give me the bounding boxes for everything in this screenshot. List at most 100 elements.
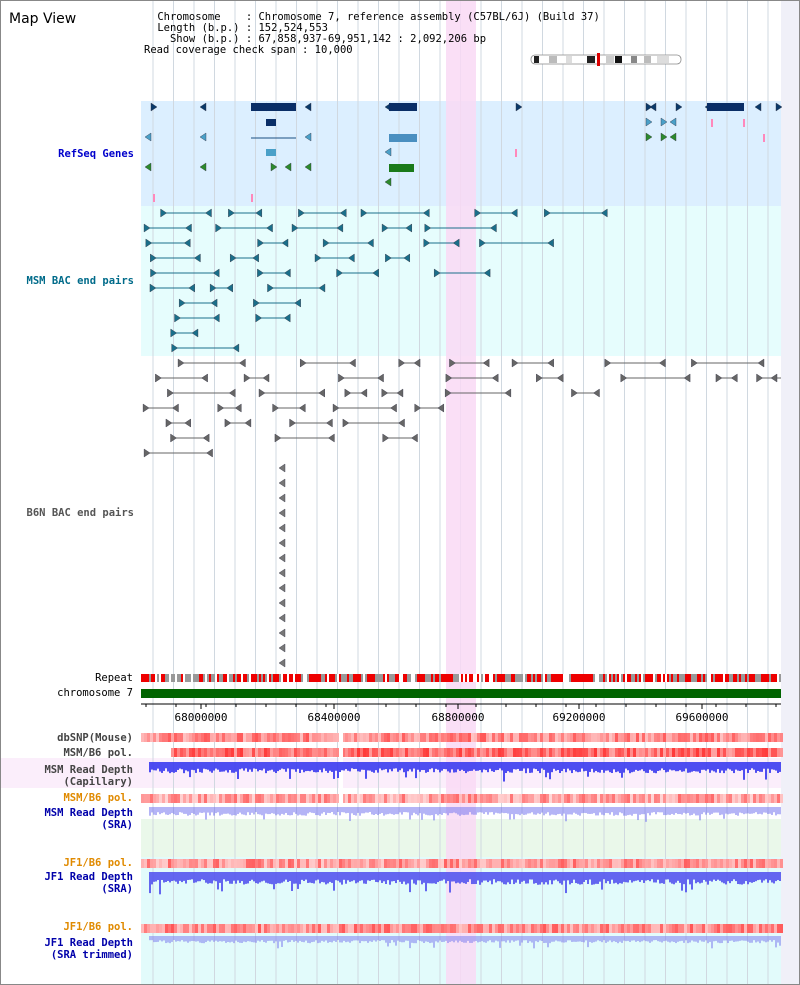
repeat-segment xyxy=(447,674,449,682)
capillary-depth-bar xyxy=(245,762,247,769)
jf1-sra-depth-bar xyxy=(637,872,639,881)
msm-sra-depth-bar xyxy=(357,807,359,813)
dbsnp-cell xyxy=(240,733,243,742)
track-label-jf1-depth-trimmed[interactable]: JF1 Read Depth (SRA trimmed) xyxy=(44,937,133,961)
jf1-pol-cell xyxy=(747,859,750,868)
b6n-bac-end xyxy=(504,388,512,398)
msm-sra-depth-bar xyxy=(761,807,763,815)
capillary-depth-bar xyxy=(651,762,653,771)
track-label-b6n-bac[interactable]: B6N BAC end pairs xyxy=(26,507,134,519)
dbsnp-cell xyxy=(318,733,321,742)
repeat-segment xyxy=(523,674,525,682)
repeat-segment xyxy=(609,674,611,682)
msm-pol2-cell xyxy=(582,794,585,803)
jf1-trim-depth-bar xyxy=(547,936,549,948)
msm-bac-end xyxy=(422,208,430,218)
repeat-segment xyxy=(203,674,205,682)
track-label-msm-bac[interactable]: MSM BAC end pairs xyxy=(26,275,134,287)
track-label-jf1-b6-pol-1[interactable]: JF1/B6 pol. xyxy=(63,857,133,869)
dbsnp-cell xyxy=(750,733,753,742)
jf1-sra-depth-bar xyxy=(433,872,435,884)
capillary-depth-bar xyxy=(761,762,763,772)
capillary-depth-bar xyxy=(243,762,245,771)
b6n-bac-end xyxy=(258,388,266,398)
jf1-sra-depth-bar xyxy=(293,872,295,884)
jf1-sra-depth-bar xyxy=(443,872,445,880)
gene-marker xyxy=(199,162,207,172)
jf1-sra-depth-bar xyxy=(499,872,501,882)
jf1-pol-cell xyxy=(153,859,156,868)
track-label-msm-depth-capillary[interactable]: MSM Read Depth (Capillary) xyxy=(44,764,133,788)
capillary-depth-bar xyxy=(571,762,573,774)
msm-pol-cell xyxy=(195,748,198,757)
gene-marker xyxy=(270,162,278,172)
msm-sra-depth-bar xyxy=(659,807,661,813)
jf1-trim-depth-bar xyxy=(465,936,467,943)
dbsnp-cell xyxy=(528,733,531,742)
jf1-trim-depth-bar xyxy=(671,936,673,942)
jf1-sra-depth-bar xyxy=(777,872,779,881)
repeat-segment xyxy=(243,674,245,682)
repeat-segment xyxy=(649,674,651,682)
repeat-segment xyxy=(175,674,177,682)
jf1-trim-depth-bar xyxy=(295,936,297,941)
track-label-jf1-depth-sra[interactable]: JF1 Read Depth (SRA) xyxy=(44,871,133,895)
track-label-dbsnp[interactable]: dbSNP(Mouse) xyxy=(57,732,133,744)
gene-marker xyxy=(645,102,653,112)
msm-sra-depth-bar xyxy=(717,807,719,813)
jf1-sra-depth-bar xyxy=(363,872,365,884)
jf1-trim-depth-bar xyxy=(681,936,683,941)
jf1-trim-depth-bar xyxy=(757,936,759,942)
jf1-trim-depth-bar xyxy=(677,936,679,942)
msm-pol2-cell xyxy=(378,794,381,803)
msm-pol2-cell xyxy=(195,794,198,803)
repeat-segment xyxy=(747,674,749,682)
jf1-sra-depth-bar xyxy=(707,872,709,885)
capillary-depth-bar xyxy=(325,762,327,771)
msm-pol2-cell xyxy=(363,794,366,803)
dbsnp-cell xyxy=(141,733,144,742)
jf1-pol-cell xyxy=(720,859,723,868)
msm-sra-depth-bar xyxy=(249,807,251,815)
jf1-pol-cell xyxy=(198,859,201,868)
msm-pol2-cell xyxy=(147,794,150,803)
ideogram-band xyxy=(587,56,595,63)
jf1-trim-depth-bar xyxy=(435,936,437,942)
track-label-msm-depth-sra[interactable]: MSM Read Depth (SRA) xyxy=(44,807,133,831)
jf1-trim-depth-bar xyxy=(423,936,425,944)
msm-sra-depth-bar xyxy=(293,807,295,813)
jf1-sra-depth-bar xyxy=(659,872,661,884)
jf1-sra-depth-bar xyxy=(765,872,767,880)
gene-marker-pink xyxy=(743,119,745,127)
jf1-trim-depth-bar xyxy=(393,936,395,943)
dbsnp-cell xyxy=(510,733,513,742)
repeat-segment xyxy=(541,674,543,682)
track-label-refseq[interactable]: RefSeq Genes xyxy=(58,148,134,160)
repeat-segment xyxy=(729,674,731,682)
msm-sra-depth-bar xyxy=(635,807,637,814)
capillary-depth-bar xyxy=(405,762,407,778)
jf1-pol-cell xyxy=(222,859,225,868)
jf1-sra-depth-bar xyxy=(521,872,523,882)
msm-pol2-cell xyxy=(231,794,234,803)
capillary-depth-bar xyxy=(357,762,359,772)
msm-sra-depth-bar xyxy=(225,807,227,814)
capillary-depth-bar xyxy=(239,762,241,770)
msm-pol2-cell xyxy=(384,794,387,803)
capillary-depth-bar xyxy=(671,762,673,771)
track-label-msm-b6-pol-1[interactable]: MSM/B6 pol. xyxy=(63,747,133,759)
msm-sra-depth-bar xyxy=(691,807,693,815)
msm-sra-depth-bar xyxy=(263,807,265,820)
capillary-depth-bar xyxy=(427,762,429,772)
track-label-msm-b6-pol-2[interactable]: MSM/B6 pol. xyxy=(63,792,133,804)
jf1-pol-cell xyxy=(204,859,207,868)
dbsnp-cell xyxy=(570,733,573,742)
msm-pol2-cell xyxy=(276,794,279,803)
jf1-trim-depth-bar xyxy=(475,936,477,941)
repeat-segment xyxy=(767,674,769,682)
track-label-jf1-b6-pol-2[interactable]: JF1/B6 pol. xyxy=(63,921,133,933)
msm-pol-cell xyxy=(387,748,390,757)
repeat-segment xyxy=(141,674,143,682)
repeat-segment xyxy=(743,674,745,682)
